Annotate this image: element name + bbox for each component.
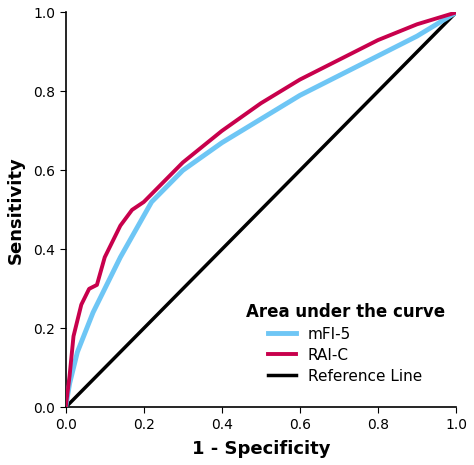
Legend: mFI-5, RAI-C, Reference Line: mFI-5, RAI-C, Reference Line: [238, 295, 452, 392]
X-axis label: 1 - Specificity: 1 - Specificity: [191, 440, 330, 458]
Y-axis label: Sensitivity: Sensitivity: [7, 156, 25, 264]
